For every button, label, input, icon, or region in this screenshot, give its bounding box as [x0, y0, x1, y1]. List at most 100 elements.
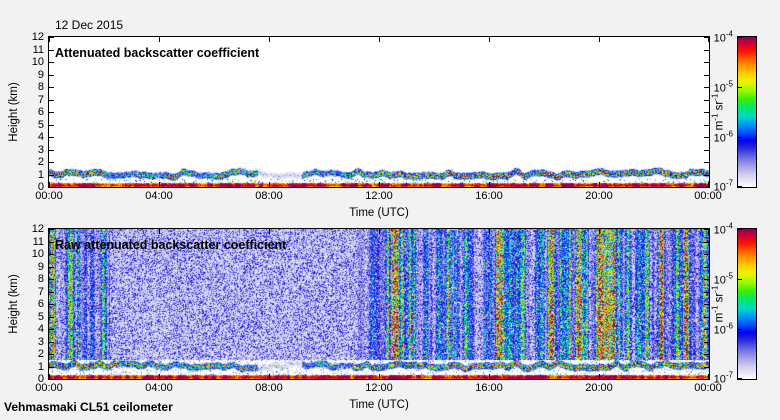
x-tick-top	[489, 229, 490, 234]
x-tick-top	[379, 37, 380, 42]
x-axis-tick-label: 04:00	[145, 382, 173, 394]
y-axis-tick-label: 10	[31, 248, 44, 260]
y-tick-right	[704, 304, 709, 305]
y-tick-right	[704, 342, 709, 343]
y-axis-tick-label: 9	[37, 261, 44, 273]
x-tick-top	[49, 37, 50, 42]
y-axis-tick-label: 2	[37, 348, 44, 360]
colorbar-tick	[738, 229, 742, 230]
y-tick	[49, 150, 54, 151]
y-tick-right	[704, 87, 709, 88]
footer-caption: Vehmasmaki CL51 ceilometer	[4, 400, 173, 414]
y-tick-right	[704, 292, 709, 293]
x-tick-top	[708, 229, 709, 234]
y-tick	[49, 37, 54, 38]
x-axis-title: Time (UTC)	[349, 399, 409, 411]
colorbar-tick-label: 10-7	[713, 178, 733, 194]
x-tick	[49, 182, 50, 187]
y-axis-tick-label: 6	[37, 106, 44, 118]
colorbar-title: m-1 sr-1	[710, 285, 726, 323]
y-tick-right	[704, 75, 709, 76]
x-tick-top	[159, 229, 160, 234]
x-tick	[599, 374, 600, 379]
plot-area-raw-attenuated-backscatter: Raw attenuated backscatter coefficient	[48, 228, 710, 380]
panel-label-attenuated-backscatter: Attenuated backscatter coefficient	[55, 46, 260, 60]
y-tick	[49, 304, 54, 305]
colorbar-tick	[738, 37, 742, 38]
colorbar-tick-label: 10-5	[713, 271, 733, 287]
y-axis-tick-label: 9	[37, 69, 44, 81]
y-tick-right	[704, 367, 709, 368]
x-axis-title: Time (UTC)	[349, 207, 409, 219]
x-axis-tick-label: 08:00	[255, 190, 283, 202]
y-tick	[49, 229, 54, 230]
y-axis-tick-label: 1	[37, 169, 44, 181]
y-tick	[49, 162, 54, 163]
x-axis-tick-label: 12:00	[365, 382, 393, 394]
colorbar-tick-label: 10-6	[713, 321, 733, 337]
y-axis-tick-label: 11	[32, 44, 44, 56]
x-axis-tick-label: 00:00	[694, 382, 722, 394]
y-tick-right	[704, 112, 709, 113]
y-tick-right	[704, 354, 709, 355]
y-tick-right	[704, 125, 709, 126]
y-tick-right	[704, 242, 709, 243]
x-tick	[269, 374, 270, 379]
y-tick-right	[704, 267, 709, 268]
colorbar-tick	[738, 329, 742, 330]
y-tick-right	[704, 62, 709, 63]
y-tick	[49, 100, 54, 101]
y-tick	[49, 87, 54, 88]
y-axis-tick-label: 3	[37, 336, 44, 348]
x-axis-tick-label: 16:00	[475, 382, 503, 394]
y-tick-right	[704, 162, 709, 163]
colorbar-title: m-1 sr-1	[710, 93, 726, 131]
y-tick	[49, 125, 54, 126]
x-tick-top	[489, 37, 490, 42]
x-tick-top	[708, 37, 709, 42]
colorbar-tick-label: 10-6	[713, 129, 733, 145]
y-axis-tick-label: 8	[37, 273, 44, 285]
y-tick-right	[704, 100, 709, 101]
y-tick	[49, 50, 54, 51]
y-tick	[49, 342, 54, 343]
x-tick	[159, 374, 160, 379]
x-tick-top	[159, 37, 160, 42]
heatmap-attenuated-backscatter	[49, 37, 709, 187]
colorbar-tick-label: 10-4	[713, 221, 733, 237]
y-tick	[49, 292, 54, 293]
colorbar-tick-label: 10-7	[713, 370, 733, 386]
x-axis-tick-label: 20:00	[585, 382, 613, 394]
x-axis-tick-label: 00:00	[35, 382, 63, 394]
y-axis-tick-label: 5	[37, 311, 44, 323]
y-axis-tick-label: 8	[37, 81, 44, 93]
x-tick	[379, 374, 380, 379]
x-tick-top	[269, 229, 270, 234]
x-tick	[159, 182, 160, 187]
date-title: 12 Dec 2015	[55, 18, 124, 32]
x-tick-top	[599, 229, 600, 234]
y-axis-tick-label: 10	[31, 56, 44, 68]
y-tick	[49, 254, 54, 255]
y-axis-tick-label: 11	[32, 236, 44, 248]
y-axis-title: Height (km)	[8, 274, 20, 334]
colorbar-tick-label: 10-4	[713, 29, 733, 45]
colorbar-bottom	[737, 228, 757, 380]
y-axis-tick-label: 0	[37, 181, 44, 193]
panel-label-raw-attenuated-backscatter: Raw attenuated backscatter coefficient	[55, 238, 287, 252]
y-tick	[49, 279, 54, 280]
y-tick	[49, 242, 54, 243]
y-tick-right	[704, 279, 709, 280]
y-tick-right	[704, 50, 709, 51]
y-tick-right	[704, 175, 709, 176]
x-tick-top	[269, 37, 270, 42]
y-axis-tick-label: 7	[37, 286, 44, 298]
x-tick	[599, 182, 600, 187]
y-axis-title: Height (km)	[8, 82, 20, 142]
y-tick	[49, 137, 54, 138]
y-tick	[49, 187, 54, 188]
y-tick	[49, 329, 54, 330]
x-tick	[269, 182, 270, 187]
x-axis-tick-label: 16:00	[475, 190, 503, 202]
